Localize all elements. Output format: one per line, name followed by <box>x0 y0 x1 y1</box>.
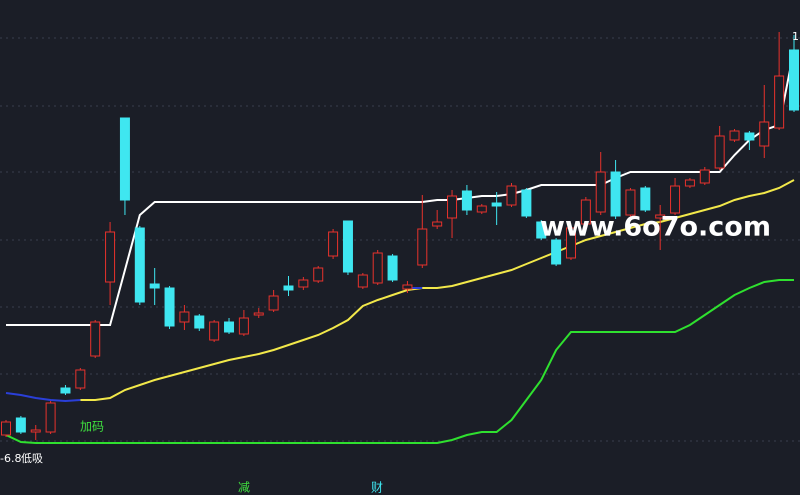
candle-body <box>506 185 517 206</box>
candle-body <box>387 255 398 281</box>
candle-body <box>209 321 220 341</box>
annotation: 财 <box>371 481 383 495</box>
watermark: www.6o7o.com <box>540 212 771 243</box>
candle-body <box>729 130 740 141</box>
candle-body <box>90 321 101 357</box>
candle-body <box>194 315 205 329</box>
candle-body <box>30 429 41 433</box>
candle-body <box>491 202 502 207</box>
candle-body <box>357 274 368 288</box>
marks <box>1 32 799 444</box>
candle-body <box>134 227 145 303</box>
candle-body <box>595 171 606 213</box>
candle-body <box>536 221 547 239</box>
candle-body <box>551 239 562 265</box>
candle-body <box>164 287 175 327</box>
candle-body <box>313 267 324 282</box>
candle-body <box>105 231 116 283</box>
candle-body <box>119 117 130 201</box>
candle-body <box>75 369 86 389</box>
candle-body <box>342 220 353 273</box>
candle-body <box>521 189 532 217</box>
candle-body <box>1 421 11 436</box>
candle-body <box>744 132 755 141</box>
candle-body <box>625 189 636 216</box>
candle-body <box>253 312 264 316</box>
candle-body <box>60 387 71 394</box>
candle-body <box>179 311 190 323</box>
annotation: 1 <box>792 30 799 43</box>
candle-body <box>402 284 413 290</box>
indicator-line <box>5 279 794 444</box>
candle-body <box>789 49 799 111</box>
candle-body <box>714 135 725 169</box>
candle-body <box>759 121 770 147</box>
candle-body <box>610 171 621 217</box>
candle-body <box>640 187 651 211</box>
candle-body <box>670 185 681 214</box>
candle-body <box>15 417 26 433</box>
candle-body <box>417 228 428 266</box>
candle-body <box>268 295 279 311</box>
candle-body <box>238 317 249 335</box>
annotation: 减 <box>238 481 250 495</box>
candle-body <box>224 321 235 333</box>
annotation: -6.8 <box>0 452 21 465</box>
candle-body <box>45 402 56 433</box>
candle-body <box>328 231 339 257</box>
candle-body <box>699 169 710 184</box>
candle-body <box>655 214 666 219</box>
annotation: 加码 <box>80 420 104 434</box>
candle-body <box>774 75 785 129</box>
candle-body <box>684 179 695 187</box>
candle-body <box>476 205 487 213</box>
indicator-line <box>6 49 795 326</box>
candle-body <box>149 283 160 289</box>
candle-body <box>447 195 458 219</box>
annotation: 低吸 <box>21 452 43 465</box>
candle-body <box>432 221 443 227</box>
indicator-line <box>80 179 795 401</box>
candle-body <box>580 199 591 225</box>
candle-body <box>283 285 294 291</box>
candle-body <box>372 252 383 284</box>
candle-body <box>565 227 576 259</box>
candle-body <box>298 279 309 288</box>
candle-body <box>461 190 472 211</box>
indicator-line <box>5 392 81 403</box>
